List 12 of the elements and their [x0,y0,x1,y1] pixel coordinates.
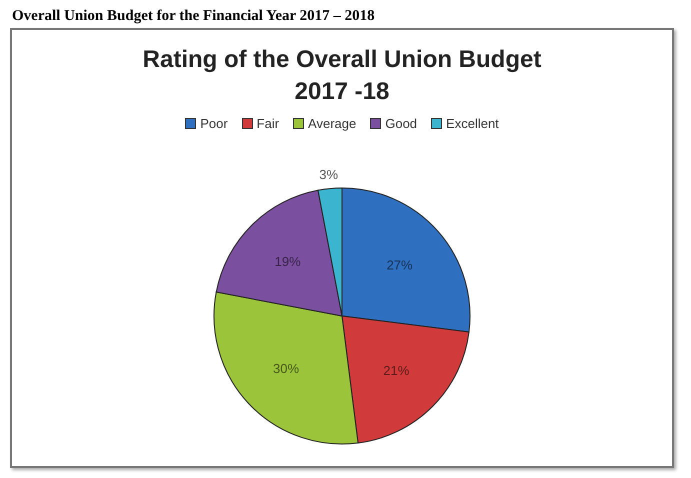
data-label: 27% [386,258,414,273]
legend-label: Poor [199,116,228,131]
text: Overall Union Budget for the Financial Year 2017 – 2018 [11,8,376,26]
chart-title: Rating of the Overall Union Budget 2017 -18 [142,45,542,107]
data-label: 30% [273,361,300,376]
legend-label: Fair [256,116,280,131]
data-label: 19% [274,254,302,270]
legend-label: Good [384,116,418,131]
data-label: 3% [319,167,338,182]
legend-label: Excellent [445,116,499,131]
legend-label: Average [307,116,356,131]
data-label: 21% [383,362,410,378]
